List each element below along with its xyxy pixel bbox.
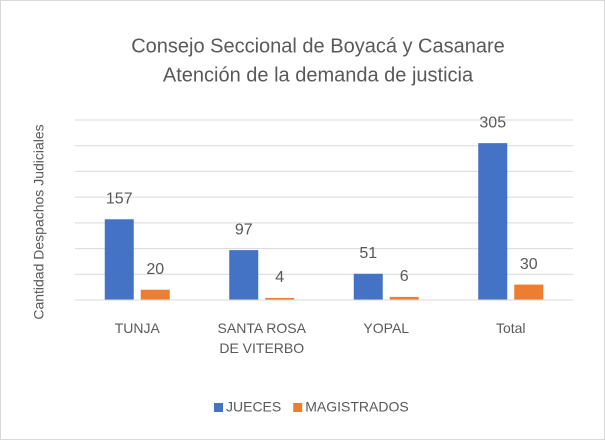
bar — [229, 250, 259, 300]
data-label: 51 — [359, 245, 377, 262]
legend-label: JUECES — [226, 399, 281, 415]
bar — [389, 296, 419, 300]
bar — [478, 143, 508, 300]
x-tick-label: SANTA ROSA DE VITERBO — [217, 320, 306, 356]
legend-label: MAGISTRADOS — [305, 399, 408, 415]
data-label: 20 — [146, 261, 164, 278]
bar — [514, 284, 544, 300]
x-tick-label: Total — [495, 320, 526, 336]
bar — [265, 297, 295, 300]
legend-swatch — [293, 403, 303, 412]
y-axis-label: Cantidad Despachos Judiciales — [31, 124, 47, 319]
x-tick-label: YOPAL — [363, 320, 410, 336]
x-tick-label: TUNJA — [114, 320, 160, 336]
chart-title: Consejo Seccional de Boyacá y Casanare — [131, 35, 505, 57]
chart-subtitle: Atención de la demanda de justicia — [163, 64, 474, 86]
data-label: 305 — [479, 114, 506, 131]
bar — [104, 219, 134, 300]
data-label: 4 — [275, 269, 284, 286]
bar — [140, 289, 170, 300]
legend-swatch — [214, 403, 223, 412]
bar — [353, 273, 383, 300]
data-label: 6 — [400, 268, 409, 285]
data-label: 97 — [235, 221, 253, 238]
data-label: 30 — [520, 256, 538, 273]
data-label: 157 — [106, 190, 133, 207]
